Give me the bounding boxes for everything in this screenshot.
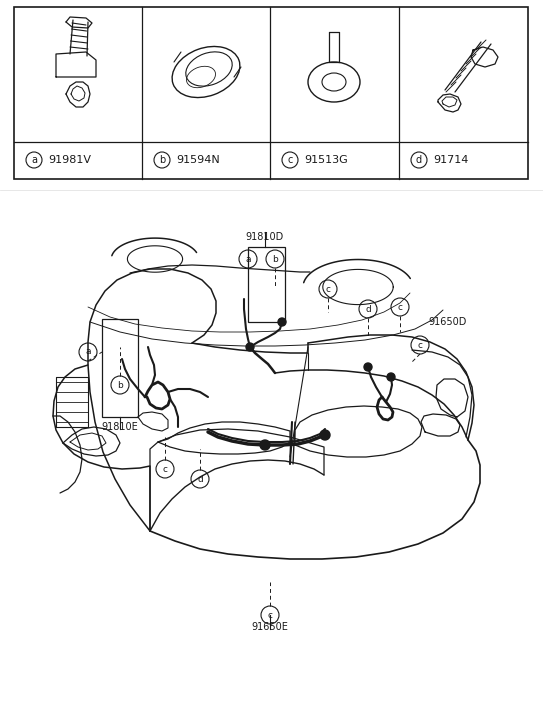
Circle shape [320,430,330,440]
Text: a: a [85,348,91,356]
Circle shape [387,373,395,381]
Bar [102,319,138,417]
Text: d: d [416,155,422,165]
Text: c: c [418,340,422,350]
Text: a: a [245,254,251,263]
Bar [248,247,285,322]
Text: 91981V: 91981V [48,155,91,165]
Text: b: b [272,254,278,263]
Text: 91513G: 91513G [304,155,348,165]
Text: b: b [117,380,123,390]
Text: c: c [287,155,293,165]
Text: 91594N: 91594N [176,155,220,165]
Text: c: c [325,284,331,294]
Circle shape [246,343,254,351]
Text: 91714: 91714 [433,155,469,165]
Text: 91650E: 91650E [251,622,288,632]
Text: 91810D: 91810D [246,232,284,242]
Circle shape [260,440,270,450]
Text: c: c [268,611,273,619]
Text: b: b [159,155,165,165]
Text: 91810E: 91810E [102,422,138,432]
Text: c: c [397,302,402,311]
Circle shape [278,318,286,326]
Circle shape [364,363,372,371]
Text: d: d [365,305,371,313]
Bar [14,7,528,179]
Text: 91650D: 91650D [428,317,466,327]
Text: d: d [197,475,203,483]
Text: c: c [162,465,167,473]
Text: a: a [31,155,37,165]
